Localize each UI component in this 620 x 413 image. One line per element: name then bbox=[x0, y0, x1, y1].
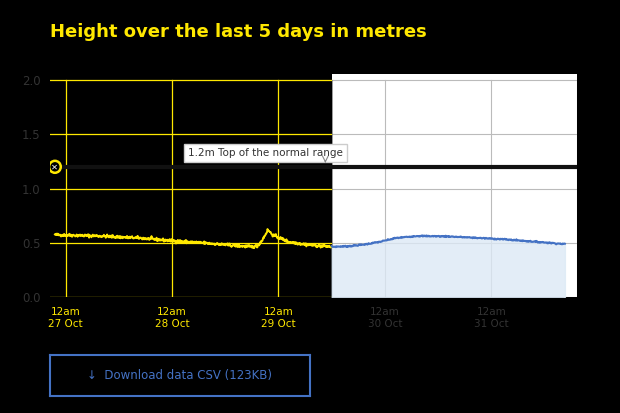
Circle shape bbox=[49, 161, 61, 173]
Text: 1.2m Top of the normal range: 1.2m Top of the normal range bbox=[188, 148, 343, 158]
Bar bbox=[332, 74, 577, 297]
Text: ✕: ✕ bbox=[51, 162, 58, 171]
Text: Height over the last 5 days in metres: Height over the last 5 days in metres bbox=[50, 23, 427, 41]
Text: ↓  Download data CSV (123KB): ↓ Download data CSV (123KB) bbox=[87, 369, 272, 382]
